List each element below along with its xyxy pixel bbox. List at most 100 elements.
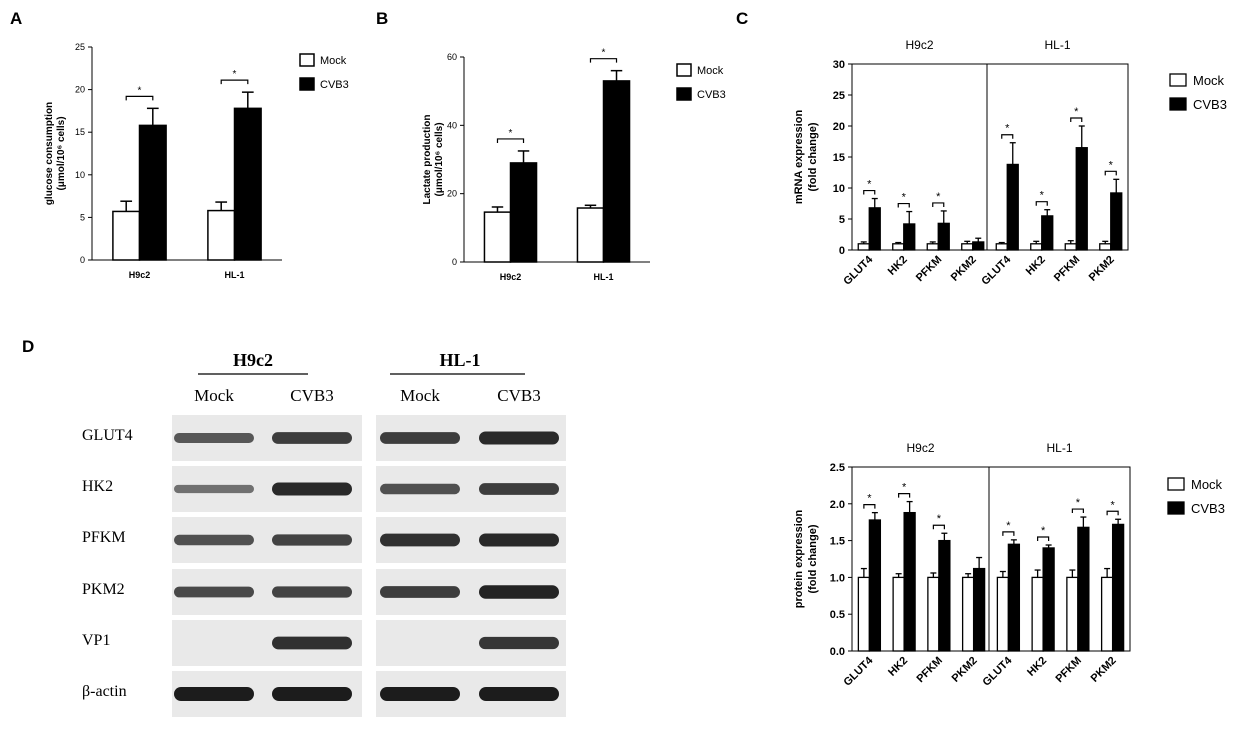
chart-d-bar-cvb3 [972,567,986,652]
chart-d-ytick-label: 1.5 [830,536,845,548]
chart-c-bar-cvb3 [1041,215,1054,251]
blot-protein-label: VP1 [82,632,110,649]
chart-a-ytick-label: 25 [75,42,85,52]
chart-d-sig-star: * [1110,499,1115,511]
chart-b-sig-bracket [496,138,525,143]
chart-c-category-label: HK2 [1024,254,1048,278]
chart-d-legend-swatch-cvb3 [1167,501,1185,515]
chart-d-bar-mock [857,576,871,652]
chart-b-ytick-label: 60 [447,52,457,62]
panel-letter-a: A [10,9,22,28]
chart-c-sig-bracket [1001,134,1014,139]
chart-a-sig-star: * [233,69,237,80]
chart-a-legend-swatch-mock [299,53,315,67]
chart-c-ytick-label: 20 [833,121,845,133]
chart-c-ytick-label: 25 [833,90,845,102]
chart-c-sig-bracket [1035,201,1048,206]
chart-c-bar-mock [1030,243,1043,251]
chart-c-sig-bracket [1070,117,1083,122]
chart-d-bar-mock [1100,576,1114,652]
chart-a-bar-mock [112,210,141,261]
chart-c-bar-mock [961,243,974,251]
chart-d-bar-cvb3 [903,511,916,652]
blot-band [174,586,254,598]
panel-letter-b: B [376,9,388,28]
chart-d-bar-cvb3 [1111,523,1125,652]
chart-a-sig-bracket [125,95,154,101]
chart-c-sig-star: * [1074,106,1079,118]
blot-condition-label: CVB3 [497,386,540,405]
chart-b-ylabel: Lactate production [422,114,433,204]
chart-c-category-label: GLUT4 [841,253,876,288]
chart-c-bar-mock [926,243,939,251]
chart-a-legend-swatch-cvb3 [299,77,315,91]
blot-band [380,586,460,598]
chart-b-sig-star: * [602,48,606,59]
chart-d-sig-star: * [1076,497,1081,509]
chart-b-sig-star: * [509,128,513,139]
chart-a-glucose: 0 5 10 15 20 25 glucose consumption (μmol/10⁶ c… [44,42,349,280]
chart-b-legend-label: Mock [697,65,724,77]
chart-a-legend-label: Mock [320,55,347,67]
chart-c-legend-label: CVB3 [1193,97,1227,112]
chart-c-category-label: PKM2 [949,254,979,284]
chart-d-ytick-label: 2.5 [830,462,845,474]
blot-condition-label: CVB3 [290,386,333,405]
chart-c-ytick-label: 30 [833,59,845,71]
chart-d-bar-mock [996,576,1010,652]
chart-d-bar-mock [927,576,940,652]
chart-d-sig-star: * [867,493,872,505]
chart-c-sig-star: * [1040,190,1045,202]
chart-d-category-label: HK2 [886,655,910,679]
chart-c-ytick-label: 15 [833,152,845,164]
chart-a-bar-mock [207,209,236,261]
chart-c-bar-mock [995,243,1008,251]
chart-d-bar-mock [892,576,905,652]
blot-protein-label: PFKM [82,529,126,546]
chart-d-bar-mock [1066,576,1079,652]
chart-d-legend-swatch-mock [1167,477,1185,491]
chart-b-legend-swatch-mock [676,63,692,77]
chart-c-sig-star: * [1005,123,1010,135]
chart-d-category-label: PKM2 [1089,655,1119,685]
chart-a-bar-cvb3 [233,107,262,261]
chart-d-sig-bracket [932,524,945,530]
chart-d-bar-cvb3 [1007,543,1021,652]
chart-c-bar-mock [1064,243,1077,251]
blot-band [174,534,254,546]
chart-b-ytick-label: 40 [447,120,457,130]
chart-d-ylabel-unit: (fold change) [807,524,819,593]
blot-band [272,534,352,546]
chart-b-lactate: 0 20 40 60 Lactate production (μmol/10⁶ cells… [422,48,726,282]
chart-a-ylabel: glucose consumption [44,102,55,205]
blot-band [479,533,559,547]
blot-band [272,687,352,701]
chart-a-ytick-label: 0 [80,255,85,265]
chart-c-bar-cvb3 [1110,192,1123,251]
chart-c-group-label: H9c2 [905,38,933,52]
chart-d-bar-mock [1031,576,1044,652]
chart-d-category-label: GLUT4 [842,654,877,689]
chart-c-sig-bracket [1104,170,1117,176]
chart-b-bar-cvb3 [509,162,538,263]
blot-band [479,585,559,599]
chart-d-protein: 0.0 0.5 1.0 1.5 2.0 2.5 H9c2 HL-1 protein expres… [793,441,1225,689]
chart-c-bar-cvb3 [903,223,916,251]
chart-d-bar-mock [961,576,975,652]
blot-band [272,432,352,444]
chart-b-legend-swatch-cvb3 [676,87,692,101]
chart-b-ytick-label: 20 [447,189,457,199]
chart-d-legend-label: Mock [1191,477,1223,492]
blot-band [479,636,559,650]
chart-a-category-label: HL-1 [225,270,245,280]
chart-c-sig-bracket [897,202,910,208]
western-blot: H9c2 HL-1 Mock CVB3 Mock CVB3 GLUT4 HK2 PFKM PKM2… [82,350,566,717]
chart-d-bar-cvb3 [938,539,951,652]
chart-b-category-label: HL-1 [594,272,614,282]
chart-c-bar-cvb3 [1006,163,1019,251]
chart-c-ytick-label: 10 [833,183,845,195]
chart-d-ytick-label: 0.5 [830,609,845,621]
chart-d-legend-label: CVB3 [1191,501,1225,516]
chart-c-bar-cvb3 [972,241,985,251]
blot-band [380,687,460,701]
